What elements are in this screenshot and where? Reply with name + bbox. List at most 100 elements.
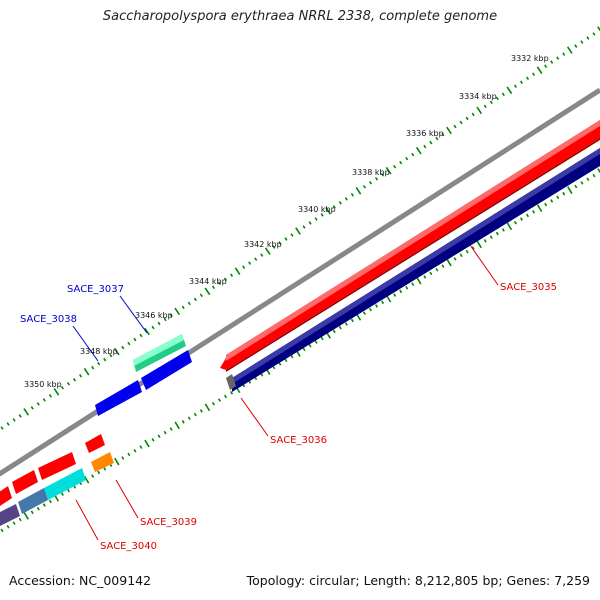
ruler-tick bbox=[368, 307, 372, 312]
ruler-tick bbox=[501, 228, 505, 232]
ruler-tick bbox=[0, 426, 4, 430]
ruler-tick bbox=[18, 517, 22, 522]
ruler-tick bbox=[532, 210, 536, 214]
ruler-tick bbox=[441, 264, 445, 268]
ruler-tick bbox=[109, 353, 113, 358]
ruler-tick bbox=[0, 528, 4, 533]
ruler-tick bbox=[453, 124, 457, 129]
ruler-tick bbox=[592, 173, 596, 178]
ruler-tick bbox=[23, 408, 30, 416]
ruler-tick bbox=[536, 204, 543, 213]
ruler-tick bbox=[254, 257, 258, 261]
ruler-tick bbox=[362, 311, 366, 315]
ruler-tick bbox=[332, 329, 336, 334]
ruler-tick bbox=[187, 301, 191, 306]
ruler-tick bbox=[519, 80, 524, 85]
gene-label: SACE_3040 bbox=[100, 541, 157, 552]
ruler-tick bbox=[103, 467, 107, 471]
gene-label: SACE_3036 bbox=[270, 435, 327, 446]
tick-label: 3340 kbp bbox=[298, 205, 336, 214]
ruler-tick bbox=[381, 300, 385, 305]
ruler-tick bbox=[597, 26, 600, 32]
ruler-tick bbox=[562, 191, 566, 196]
ruler-tick bbox=[435, 267, 439, 272]
ruler-tick bbox=[181, 305, 185, 310]
ruler-tick bbox=[181, 419, 185, 424]
ruler-tick bbox=[314, 217, 318, 221]
ruler-tick bbox=[314, 340, 318, 344]
ruler-tick bbox=[385, 166, 392, 175]
ruler-tick bbox=[574, 44, 578, 48]
feature-sace-3036 bbox=[220, 358, 226, 370]
ruler-tick bbox=[121, 345, 125, 350]
ruler-tick bbox=[157, 321, 161, 326]
ruler-tick bbox=[204, 287, 211, 296]
ruler-tick bbox=[174, 421, 180, 430]
backbone-ring bbox=[0, 87, 600, 477]
tick-label: 3332 kbp bbox=[511, 54, 549, 63]
ruler-tick bbox=[411, 152, 415, 157]
ruler-tick bbox=[429, 271, 433, 276]
ruler-tick bbox=[393, 164, 397, 169]
ruler-tick bbox=[91, 365, 95, 370]
ruler-tick bbox=[399, 160, 403, 165]
ruler-tick bbox=[91, 474, 95, 478]
ruler-tick bbox=[53, 388, 60, 396]
ruler-tick bbox=[234, 267, 241, 275]
ruler-tick bbox=[83, 367, 90, 376]
ruler-tick bbox=[459, 120, 463, 125]
tick-label: 3336 kbp bbox=[406, 129, 444, 138]
ruler-tick bbox=[144, 439, 150, 448]
ruler-tick bbox=[127, 341, 131, 346]
ruler-tick bbox=[550, 199, 554, 203]
ruler-tick bbox=[72, 377, 77, 382]
ruler-tick bbox=[211, 285, 215, 290]
ruler-tick bbox=[476, 240, 482, 249]
ruler-tick bbox=[223, 277, 228, 282]
ruler-tick bbox=[308, 221, 312, 225]
ruler-tick bbox=[272, 245, 276, 249]
ruler-tick bbox=[471, 112, 475, 117]
ruler-tick bbox=[368, 180, 373, 185]
ruler-tick bbox=[264, 247, 271, 255]
ruler-tick bbox=[586, 177, 590, 182]
ruler-tick bbox=[79, 373, 83, 378]
gene-label: SACE_3037 bbox=[67, 284, 124, 295]
ruler-tick bbox=[30, 406, 34, 410]
ruler-tick bbox=[495, 231, 499, 236]
feature-sace-3035-forward bbox=[226, 120, 600, 372]
ruler-tick bbox=[48, 394, 52, 398]
feature-sace-3038 bbox=[95, 350, 192, 416]
ruler-tick bbox=[344, 322, 348, 326]
ruler-tick bbox=[133, 448, 137, 453]
ruler-tick bbox=[230, 391, 234, 395]
feature-sace-3040 bbox=[0, 434, 105, 506]
ruler-tick bbox=[338, 201, 342, 205]
ruler-tick bbox=[113, 347, 120, 356]
gene-label: SACE_3035 bbox=[500, 282, 557, 293]
ruler-tick bbox=[12, 521, 16, 525]
ruler-tick bbox=[290, 354, 294, 359]
ruler-tick bbox=[133, 337, 137, 342]
ruler-tick bbox=[355, 187, 362, 195]
ruler-tick bbox=[350, 318, 354, 323]
ruler-tick bbox=[163, 430, 167, 435]
ruler-tick bbox=[320, 336, 324, 341]
ruler-tick bbox=[513, 220, 517, 225]
ruler-tick bbox=[187, 416, 191, 420]
ruler-tick bbox=[544, 64, 548, 68]
tick-label: 3334 kbp bbox=[459, 92, 497, 101]
ruler-tick bbox=[375, 304, 379, 308]
ruler-tick bbox=[60, 386, 64, 390]
ruler-tick bbox=[163, 317, 167, 322]
ruler-tick bbox=[446, 126, 452, 135]
summary-text: Topology: circular; Length: 8,212,805 bp… bbox=[246, 573, 590, 588]
ruler-tick bbox=[506, 86, 513, 95]
ruler-tick bbox=[429, 140, 433, 145]
ruler-tick bbox=[284, 237, 288, 241]
ruler-tick bbox=[139, 333, 143, 338]
ruler-tick bbox=[211, 401, 215, 406]
ruler-tick bbox=[66, 488, 70, 493]
ruler-tick bbox=[592, 32, 596, 36]
ruler-tick bbox=[441, 132, 445, 137]
